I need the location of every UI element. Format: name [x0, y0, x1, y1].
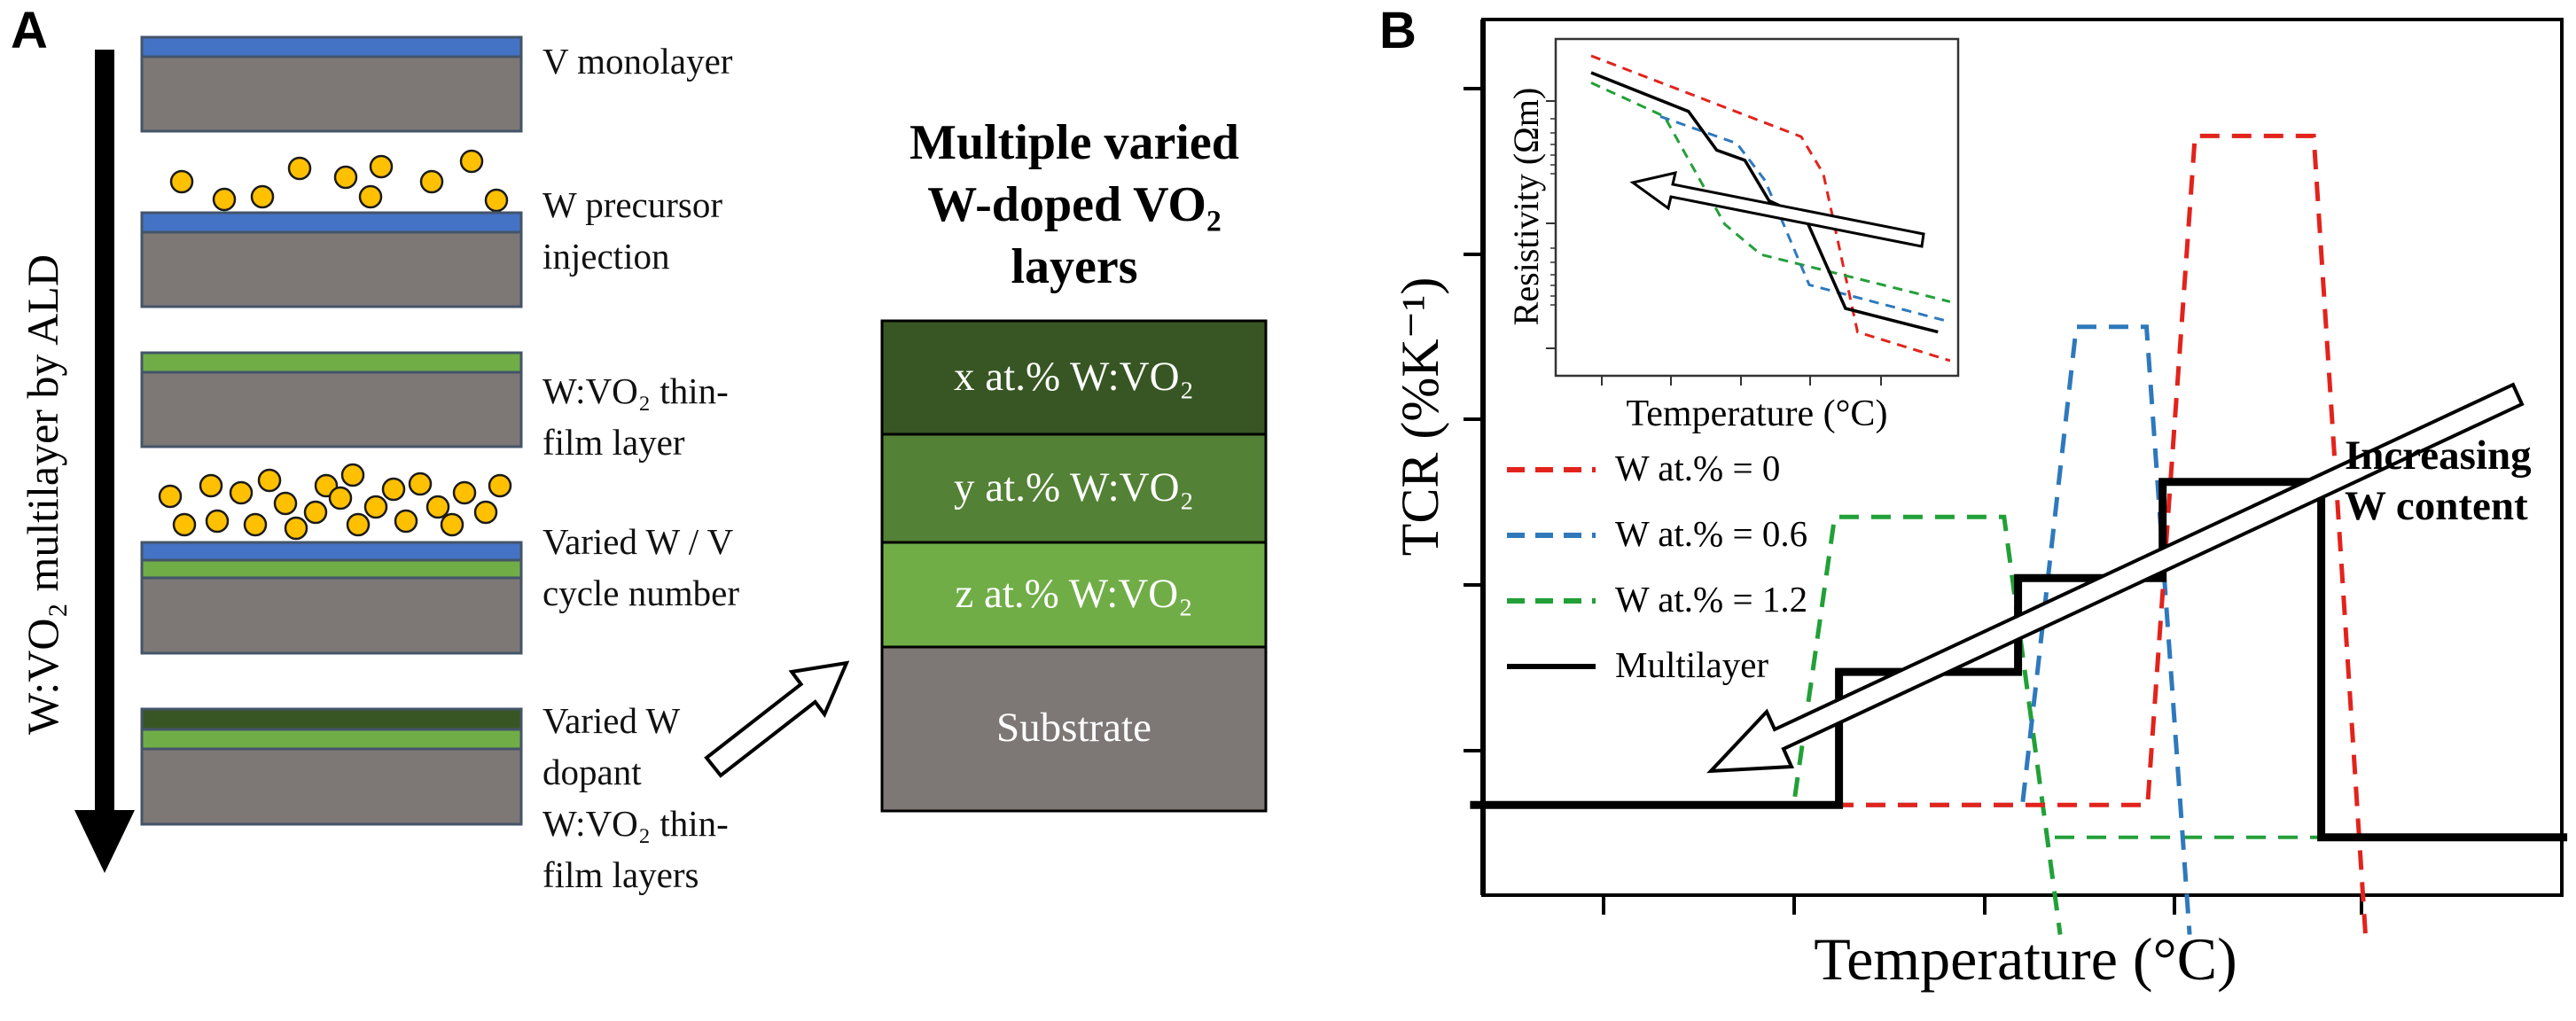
main-y-ticks: [1464, 87, 1483, 752]
step-label-line: cycle number: [543, 573, 739, 613]
legend-label-w0: W at.% = 0: [1615, 448, 1781, 488]
step-label-line: Varied W / V: [543, 521, 734, 562]
stack-substrate-label: Substrate: [996, 705, 1151, 751]
stack-layer-z: [880, 541, 1268, 649]
substrate: [140, 747, 523, 826]
stack-layer-substrate: [880, 645, 1268, 813]
v-layer-strip: [140, 211, 523, 234]
main-x-axis-label: Temperature (°C): [1814, 925, 2237, 993]
legend-keys: [1507, 467, 1596, 669]
inset-curve-w1.2: [1590, 82, 1951, 303]
step-label-varied-dopant: Varied W dopant W:VO₂ thin- film layers: [543, 695, 729, 900]
step-label-line: W:VO₂ thin-: [543, 803, 729, 844]
substrate: [140, 370, 523, 448]
step-label-line: V monolayer: [543, 41, 733, 82]
stack-layer-y-label: y at.% W:VO₂: [954, 464, 1194, 510]
inset-x-axis-label: Temperature (°C): [1626, 394, 1888, 434]
step-label-line: injection: [543, 236, 670, 277]
step-label-line: W precursor: [543, 184, 723, 225]
step-label-varied-cycle: Varied W / V cycle number: [543, 516, 739, 619]
main-curves: [1470, 133, 2568, 935]
w-content-trend-arrow: [1706, 382, 2525, 774]
step-label-line: film layer: [543, 422, 685, 463]
main-x-ticks: [1602, 895, 2363, 915]
wvo2-strip: [140, 351, 523, 374]
v-layer-strip: [140, 541, 523, 562]
block-wvo2-film: [140, 351, 523, 448]
inset-plot: [1546, 37, 1960, 386]
curve-multilayer: [1470, 478, 2568, 842]
precursor-particles-sparse: [169, 149, 509, 213]
step-label-wvo2-film: W:VO₂ thin- film layer: [543, 365, 729, 468]
step-label-line: W:VO₂ thin-: [543, 370, 729, 411]
main-y-axis-label: TCR (%K⁻¹): [1391, 277, 1449, 557]
annotation-line: W content: [2345, 483, 2528, 529]
step-label-line: film layers: [543, 854, 699, 895]
inset-curves: [1590, 54, 1951, 362]
stack-layer-x: [880, 319, 1268, 436]
inset-curve-multilayer: [1590, 71, 1939, 334]
stack-layer-x-label: x at.% W:VO₂: [954, 354, 1194, 400]
stack-title-line: W-doped VO₂: [927, 177, 1222, 232]
step-label-line: Varied W: [543, 700, 681, 741]
multilayer-stack: [880, 319, 1268, 813]
substrate: [140, 576, 523, 655]
ald-process-arrow: [74, 50, 135, 873]
panel-b-label: B: [1379, 2, 1417, 59]
legend-label-w0.6: W at.% = 0.6: [1615, 513, 1808, 554]
inset-trend-arrow: [1629, 171, 1925, 248]
block-varied-dopant: [140, 707, 523, 826]
wvo2-strip: [140, 558, 523, 580]
step-label-v-monolayer: V monolayer: [543, 35, 732, 87]
stack-title: Multiple varied W-doped VO₂ layers: [869, 112, 1280, 298]
ald-side-label: W:VO₂ multilayer by ALD: [18, 254, 67, 735]
stack-title-line: Multiple varied: [909, 115, 1239, 170]
block-varied-cycle: [140, 541, 523, 655]
inset-curve-w0: [1590, 54, 1951, 362]
to-stack-arrow: [704, 660, 850, 778]
inset-curve-w0.6: [1659, 114, 1951, 323]
step-label-w-precursor: W precursor injection: [543, 179, 722, 282]
dark-green-strip: [140, 707, 523, 731]
legend-label-w1.2: W at.% = 1.2: [1615, 579, 1808, 620]
inset-y-axis-label: Resistivity (Ωm): [1506, 87, 1546, 326]
stack-layer-z-label: z at.% W:VO₂: [955, 571, 1193, 617]
inset-x-ticks: [1601, 376, 1882, 386]
precursor-particles-dense: [158, 463, 512, 541]
increasing-w-annotation: Increasing W content: [2345, 431, 2532, 532]
annotation-line: Increasing: [2345, 433, 2532, 479]
block-v-monolayer: [140, 35, 523, 133]
substrate: [140, 230, 523, 308]
v-layer-strip: [140, 35, 523, 58]
panel-a-label: A: [11, 2, 48, 59]
inset-y-ticks: [1546, 100, 1556, 349]
step-label-line: dopant: [543, 752, 642, 792]
wvo2-strip: [140, 728, 523, 751]
stack-title-line: layers: [1011, 239, 1138, 294]
block-w-precursor: [140, 211, 523, 308]
legend-label-multilayer: Multilayer: [1615, 644, 1769, 685]
substrate: [140, 55, 523, 133]
